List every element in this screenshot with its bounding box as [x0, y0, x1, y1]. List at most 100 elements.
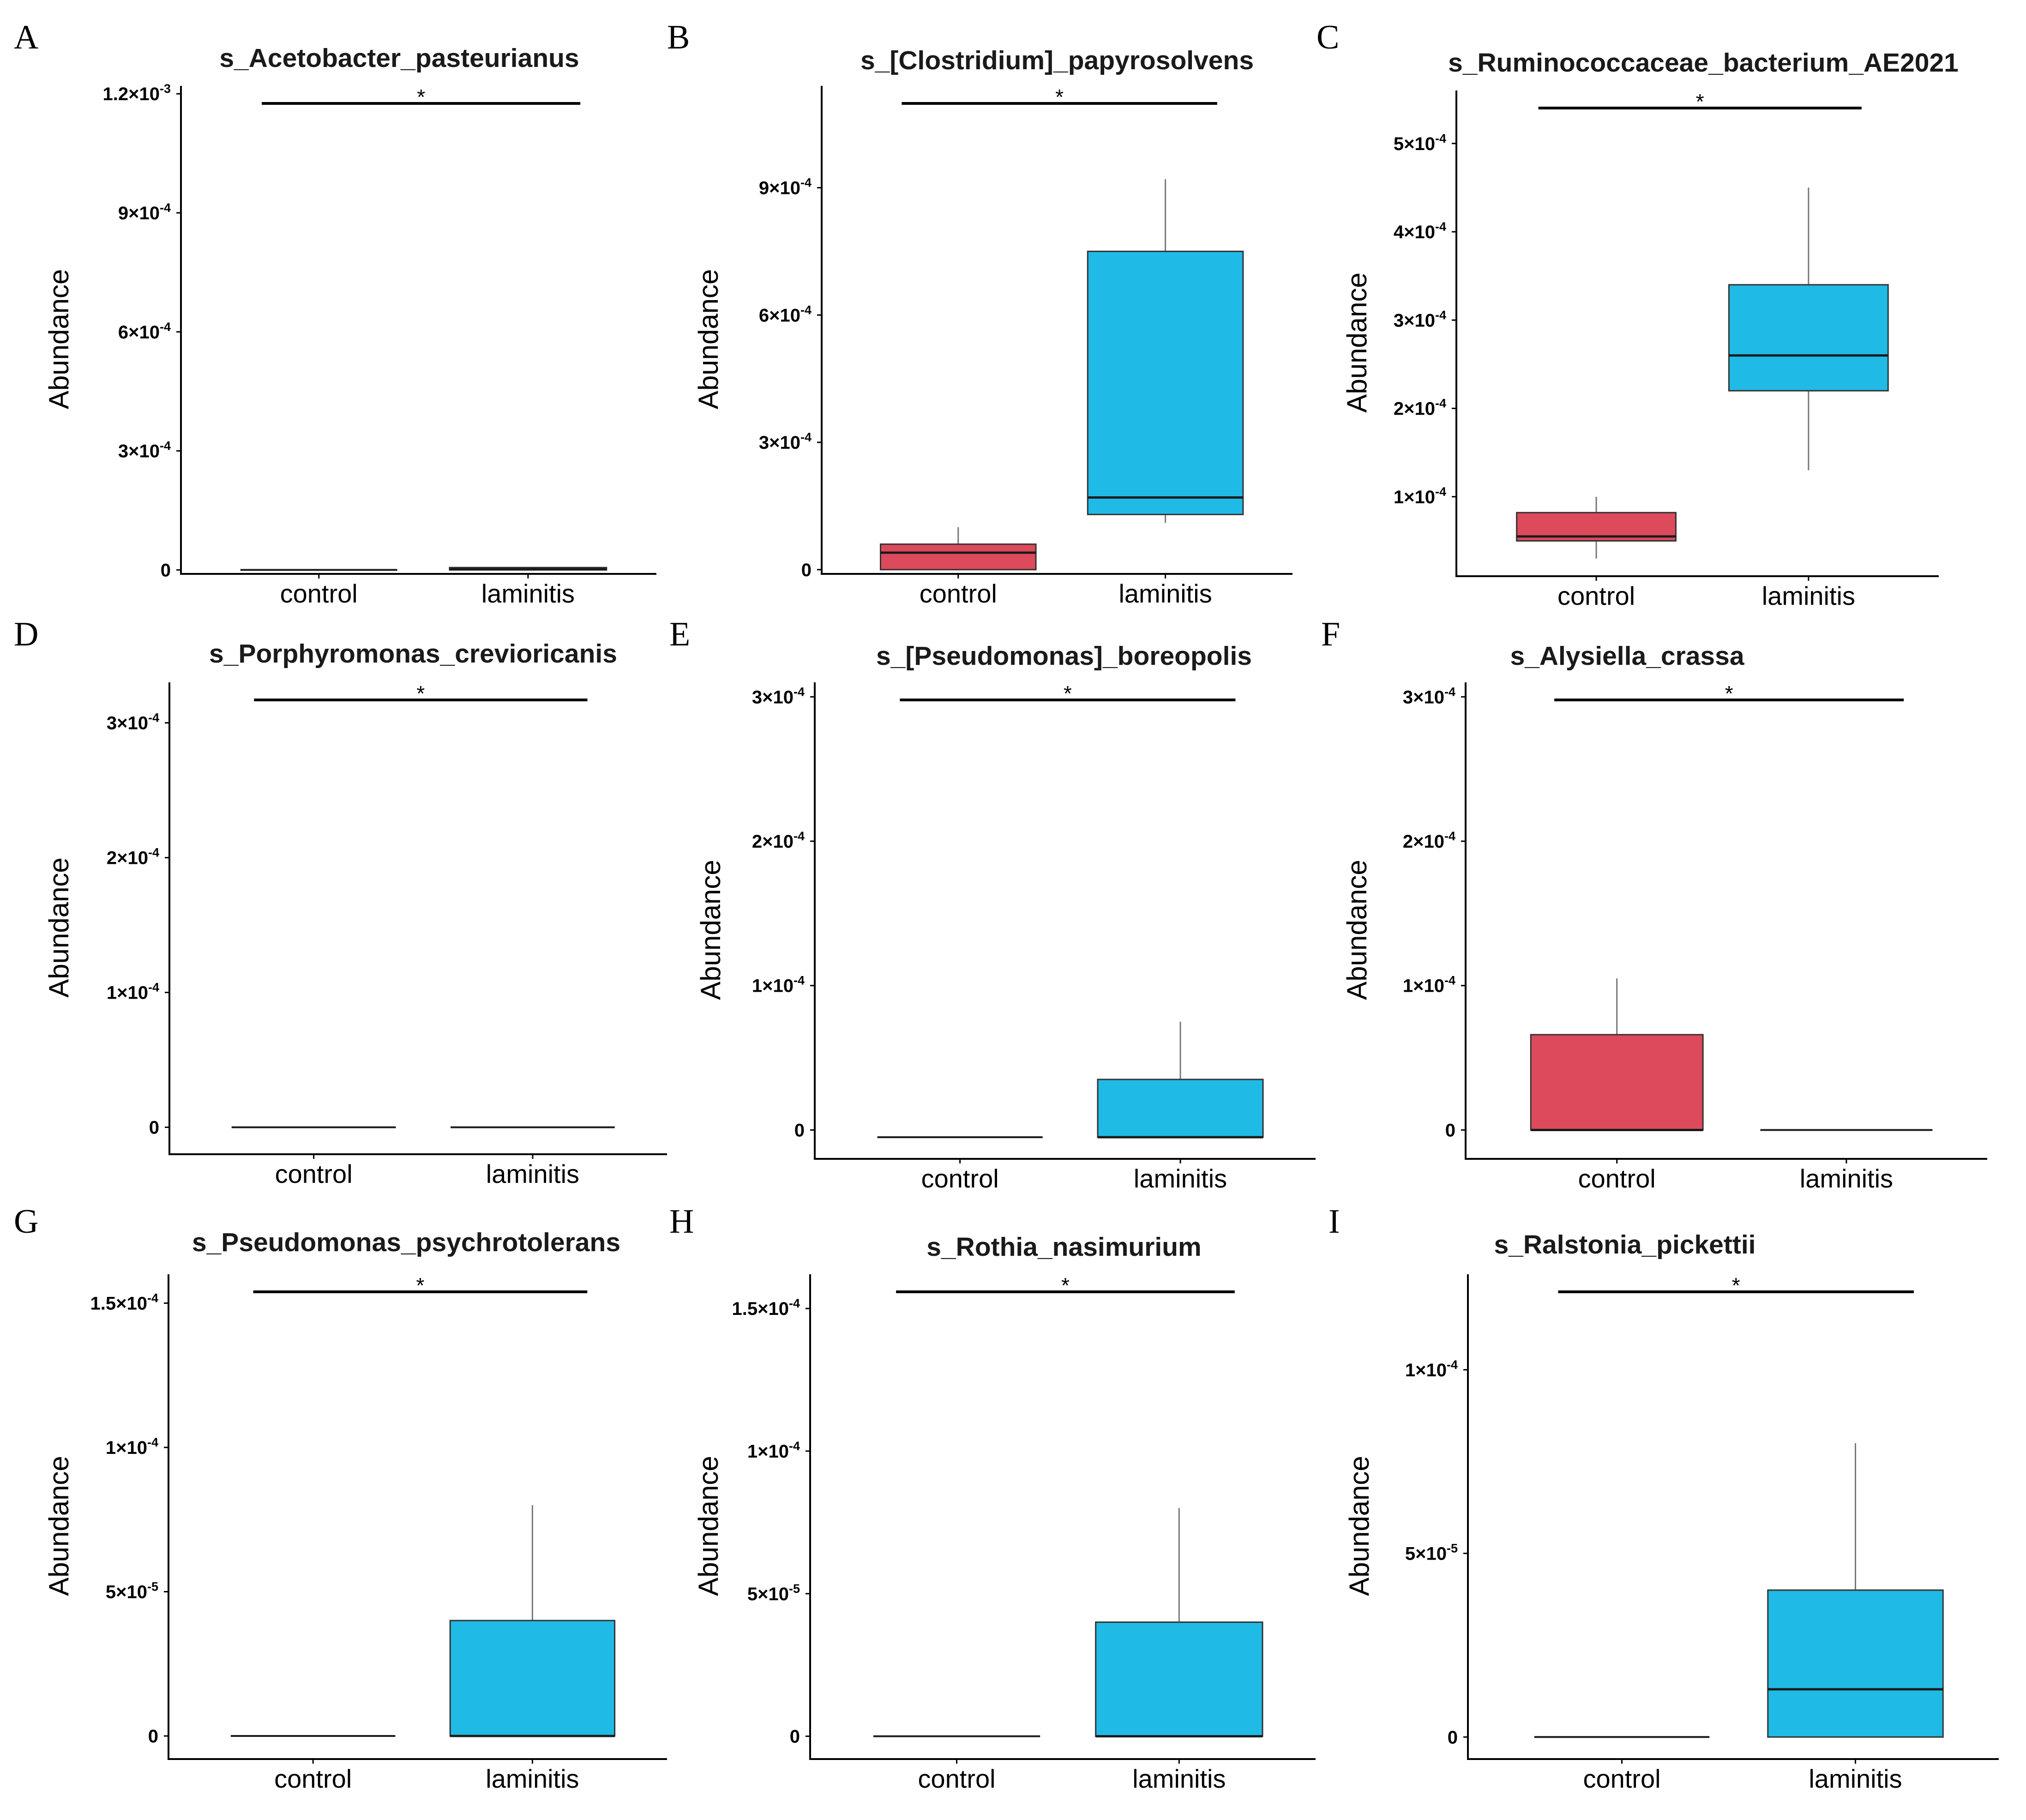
box-iqr	[1728, 284, 1889, 392]
y-tick-label: 1.5×10-4	[90, 1291, 158, 1314]
y-tick-label: 9×10-4	[118, 201, 171, 223]
panel-letter: F	[1321, 615, 1340, 653]
x-category-label: laminitis	[1134, 1164, 1227, 1193]
y-axis-title: Abundance	[1341, 860, 1372, 1000]
box-iqr	[449, 1620, 616, 1737]
y-axis-title: Abundance	[1344, 1456, 1375, 1596]
y-tick-label: 1×10-4	[747, 1439, 800, 1462]
x-category-label: laminitis	[486, 1159, 579, 1188]
y-tick-label: 3×10-4	[752, 685, 805, 707]
box-laminitis	[449, 566, 607, 571]
chart-panel-a: As_Acetobacter_pasteurianus Abundance 0 3×1…	[14, 18, 656, 608]
y-tick-label: 5×10-4	[1394, 132, 1446, 154]
y-tick-label: 3×10-4	[107, 711, 159, 734]
y-tick-label: 2×10-4	[107, 846, 159, 868]
panel-letter: G	[14, 1203, 38, 1241]
y-tick-label: 0	[790, 1727, 800, 1747]
chart-panel-b: Bs_[Clostridium]_papyrosolvens Abundance 0…	[667, 18, 1293, 608]
box-iqr	[1097, 1079, 1264, 1138]
y-tick-label: 0	[794, 1120, 805, 1140]
chart-panel-c: Cs_Ruminococcaceae_bacterium_AE2021 Abund…	[1317, 18, 1959, 610]
y-tick-label: 5×10-5	[747, 1582, 800, 1604]
y-tick-label: 1×10-4	[752, 974, 805, 996]
chart-title: s_[Clostridium]_papyrosolvens	[860, 46, 1254, 75]
significance-star: *	[1061, 1273, 1070, 1297]
panel-letter: B	[667, 18, 690, 56]
y-tick-label: 1.2×10-3	[103, 82, 171, 104]
y-axis-title: Abundance	[1341, 272, 1372, 413]
chart-panel-h: Hs_Rothia_nasimurium Abundance 0 5×10-5 1×10…	[669, 1203, 1316, 1793]
x-category-label: laminitis	[1800, 1164, 1893, 1193]
y-tick-label: 3×10-4	[1394, 308, 1446, 331]
y-tick-label: 2×10-4	[752, 829, 805, 852]
y-tick-label: 3×10-4	[118, 439, 171, 462]
significance-star: *	[1064, 681, 1072, 705]
x-category-label: control	[921, 1164, 999, 1193]
box-iqr	[880, 543, 1037, 571]
x-category-label: control	[280, 579, 358, 608]
y-tick-label: 0	[1448, 1727, 1458, 1748]
significance-star: *	[1696, 90, 1704, 114]
box-laminitis	[449, 1505, 616, 1737]
y-tick-label: 4×10-4	[1394, 220, 1446, 242]
x-category-label: control	[1583, 1764, 1660, 1793]
chart-title: s_Porphyromonas_crevioricanis	[209, 639, 617, 669]
y-tick-label: 5×10-5	[1405, 1542, 1458, 1564]
y-axis-title: Abundance	[43, 1456, 74, 1596]
box-laminitis	[1095, 1508, 1263, 1738]
y-tick-label: 1×10-4	[107, 981, 159, 1003]
x-category-label: control	[918, 1764, 996, 1793]
chart-title: s_Ralstonia_pickettii	[1494, 1230, 1755, 1260]
y-tick-label: 1×10-4	[1405, 1358, 1458, 1380]
chart-panel-f: Fs_Alysiella_crassa Abundance 0 1×10-4 2×10-…	[1321, 615, 1987, 1193]
box-laminitis	[1097, 1021, 1264, 1139]
panel-letter: I	[1329, 1203, 1340, 1241]
y-tick-label: 5×10-5	[106, 1580, 158, 1603]
y-tick-label: 1×10-4	[106, 1435, 158, 1458]
chart-title: s_Acetobacter_pasteurianus	[219, 43, 579, 73]
chart-panel-e: Es_[Pseudomonas]_boreopolis Abundance 0 1×1…	[669, 615, 1316, 1193]
x-category-label: laminitis	[1809, 1764, 1902, 1793]
y-tick-label: 6×10-4	[759, 303, 812, 325]
y-tick-label: 1×10-4	[1394, 485, 1446, 507]
panel-letter: E	[669, 615, 690, 653]
box-iqr	[1087, 250, 1244, 515]
box-iqr	[1095, 1621, 1263, 1737]
y-tick-label: 3×10-4	[759, 430, 812, 453]
chart-title: s_[Pseudomonas]_boreopolis	[876, 641, 1252, 671]
panel-letter: C	[1317, 18, 1339, 56]
y-tick-label: 0	[801, 560, 812, 580]
x-category-label: control	[920, 579, 997, 608]
box-control	[1516, 496, 1677, 559]
chart-title: s_Rothia_nasimurium	[926, 1232, 1202, 1262]
y-axis-title: Abundance	[43, 269, 74, 410]
panel-letter: A	[14, 18, 38, 56]
x-category-label: control	[275, 1159, 353, 1188]
chart-panel-g: Gs_Pseudomonas_psychrotolerans Abundance 0…	[14, 1203, 667, 1793]
significance-star: *	[417, 85, 425, 109]
y-tick-label: 2×10-4	[1403, 829, 1455, 852]
panel-letter: D	[14, 615, 38, 653]
x-category-label: control	[1578, 1164, 1656, 1193]
significance-star: *	[1732, 1273, 1740, 1297]
chart-title: s_Alysiella_crassa	[1510, 641, 1744, 671]
x-category-label: laminitis	[1132, 1764, 1226, 1793]
box-laminitis	[1087, 179, 1244, 523]
chart-title: s_Ruminococcaceae_bacterium_AE2021	[1448, 48, 1959, 78]
chart-title: s_Pseudomonas_psychrotolerans	[192, 1228, 620, 1257]
y-tick-label: 0	[149, 1118, 159, 1138]
y-tick-label: 0	[148, 1726, 158, 1747]
chart-panel-d: Ds_Porphyromonas_crevioricanis Abundance 0…	[14, 615, 667, 1188]
panel-letter: H	[669, 1203, 694, 1241]
box-iqr	[1767, 1589, 1944, 1738]
significance-star: *	[416, 1273, 424, 1297]
x-category-label: laminitis	[1762, 581, 1855, 610]
y-axis-title: Abundance	[695, 860, 726, 1000]
box-iqr	[1530, 1034, 1704, 1131]
y-tick-label: 0	[1445, 1120, 1455, 1140]
chart-panel-i: Is_Ralstonia_pickettii Abundance 0 5×10-5 1×…	[1329, 1203, 1999, 1793]
x-category-label: laminitis	[486, 1764, 579, 1793]
y-tick-label: 9×10-4	[759, 176, 812, 199]
y-axis-title: Abundance	[693, 269, 724, 410]
